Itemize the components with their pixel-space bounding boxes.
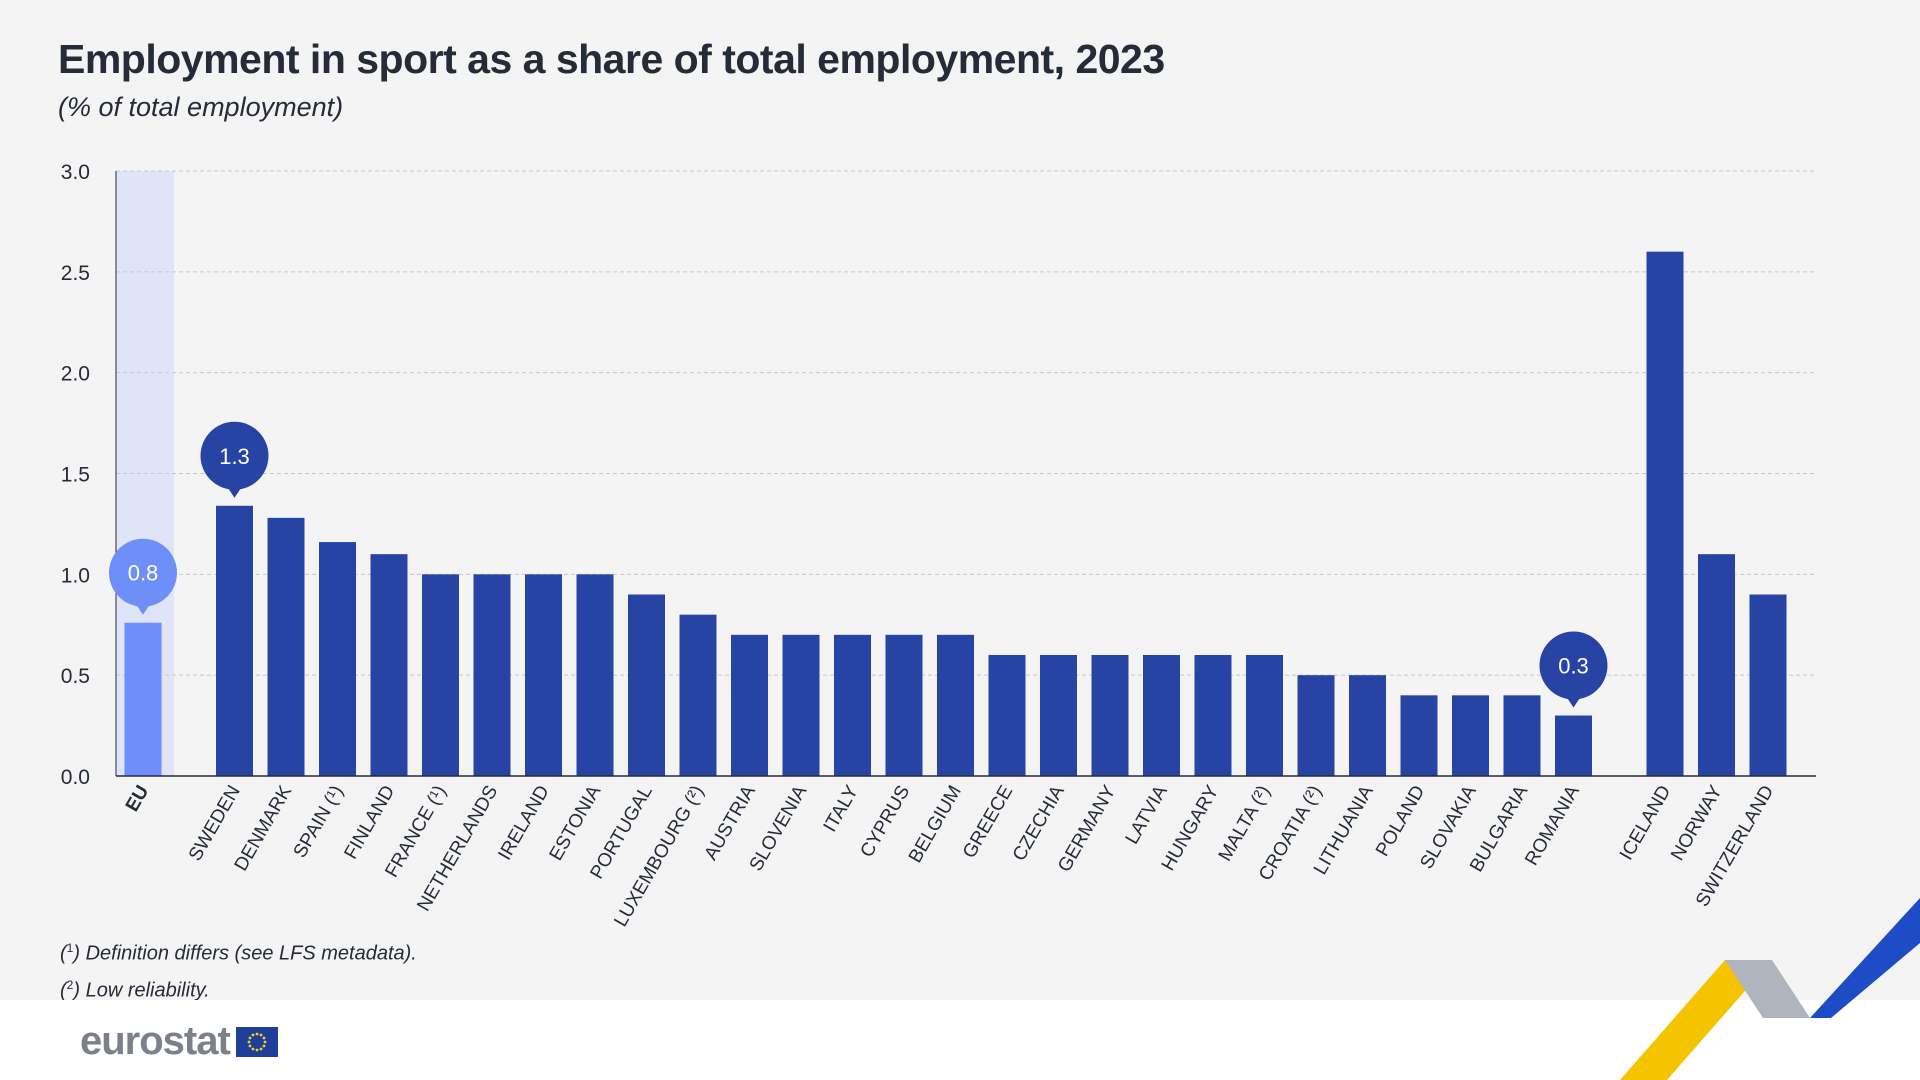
- bar-latvia: [1143, 655, 1180, 776]
- y-tick-label: 2.5: [61, 262, 90, 285]
- eu-flag-icon: [235, 1026, 278, 1057]
- bar-lithuania: [1349, 675, 1386, 776]
- x-tick-label: IRELAND: [494, 782, 553, 864]
- callout-sweden: 1.3: [200, 421, 269, 498]
- callout-label: 1.3: [219, 444, 250, 469]
- callout-romania: 0.3: [1539, 631, 1608, 708]
- bar-cyprus: [885, 634, 923, 776]
- footnotes: (1) Definition differs (see LFS metadata…: [60, 933, 417, 1006]
- bar-finland: [370, 554, 408, 776]
- callout-pointer: [135, 602, 151, 615]
- bar-poland: [1400, 695, 1438, 776]
- y-tick-label: 0.0: [61, 766, 90, 789]
- bar-germany: [1091, 655, 1129, 776]
- bar-bulgaria: [1503, 695, 1541, 776]
- x-tick-label: SPAIN (¹): [290, 782, 348, 862]
- callout-label: 0.3: [1558, 654, 1589, 679]
- x-tick-label: ICELAND: [1616, 782, 1675, 864]
- bar-chart: 0.00.51.01.52.02.53.0EU SWEDENDENMARKSPAI…: [61, 161, 1816, 930]
- footer-band: [0, 1000, 1920, 1080]
- x-tick-label: EU: [122, 782, 153, 815]
- y-tick-label: 1.0: [61, 564, 90, 587]
- x-tick-label: NORWAY: [1667, 782, 1727, 865]
- x-tick-label: CZECHIA: [1009, 782, 1069, 865]
- bar-norway: [1698, 554, 1735, 776]
- x-tick-label: ESTONIA: [546, 782, 606, 865]
- chart-title: Employment in sport as a share of total …: [58, 36, 1165, 82]
- x-tick-label: POLAND: [1372, 782, 1429, 860]
- callout-label: 0.8: [128, 561, 159, 586]
- callout-bubble: [1539, 631, 1608, 700]
- x-tick-label: FINLAND: [340, 782, 399, 863]
- bar-sweden: [216, 505, 253, 776]
- bar-slovakia: [1452, 695, 1489, 776]
- bar-netherlands: [473, 574, 511, 776]
- bar-belgium: [937, 634, 974, 776]
- footnote-1: (1) Definition differs (see LFS metadata…: [60, 941, 417, 965]
- callout-bubble: [200, 421, 269, 490]
- bar-luxembourg: [679, 614, 717, 776]
- bar-italy: [834, 634, 871, 776]
- y-tick-label: 3.0: [61, 161, 90, 184]
- footnote-2: (2) Low reliability.: [60, 977, 210, 1002]
- bar-ireland: [525, 574, 562, 776]
- x-tick-label: BELGIUM: [905, 782, 966, 867]
- callout-pointer: [226, 485, 243, 498]
- bar-slovenia: [782, 634, 820, 776]
- x-tick-label: LATVIA: [1122, 782, 1172, 848]
- bar-romania: [1555, 715, 1592, 776]
- chart-subtitle: (% of total employment): [58, 92, 344, 122]
- callout-bubble: [109, 538, 177, 607]
- bar-denmark: [267, 517, 305, 776]
- x-tick-label: MALTA (²): [1215, 782, 1275, 865]
- bar-spain: [319, 542, 356, 776]
- bar-czechia: [1040, 655, 1077, 776]
- bar-eu: [124, 622, 162, 776]
- y-tick-label: 1.5: [61, 464, 90, 487]
- y-tick-label: 2.0: [61, 363, 90, 386]
- bar-austria: [731, 634, 768, 776]
- x-tick-label: SWEDEN: [185, 782, 245, 865]
- callout-pointer: [1565, 695, 1582, 708]
- x-tick-label: GREECE: [959, 782, 1017, 862]
- bar-hungary: [1194, 655, 1232, 776]
- x-tick-label: AUSTRIA: [700, 782, 760, 864]
- bar-iceland: [1646, 251, 1684, 776]
- bar-switzerland: [1749, 594, 1787, 776]
- bar-estonia: [576, 574, 614, 776]
- callout-eu: 0.8: [109, 538, 177, 615]
- x-tick-label: CYPRUS: [857, 782, 915, 861]
- bar-france: [422, 574, 459, 776]
- logo-text: eurostat: [80, 1019, 231, 1063]
- x-tick-label: ITALY: [820, 782, 863, 836]
- bar-greece: [988, 655, 1026, 776]
- eurostat-logo: eurostat: [80, 1019, 278, 1064]
- y-tick-label: 0.5: [61, 665, 90, 688]
- bar-portugal: [628, 594, 665, 776]
- decorative-corner-graphic: [1620, 898, 1920, 1080]
- bar-croatia: [1297, 675, 1335, 776]
- bar-malta: [1246, 655, 1283, 776]
